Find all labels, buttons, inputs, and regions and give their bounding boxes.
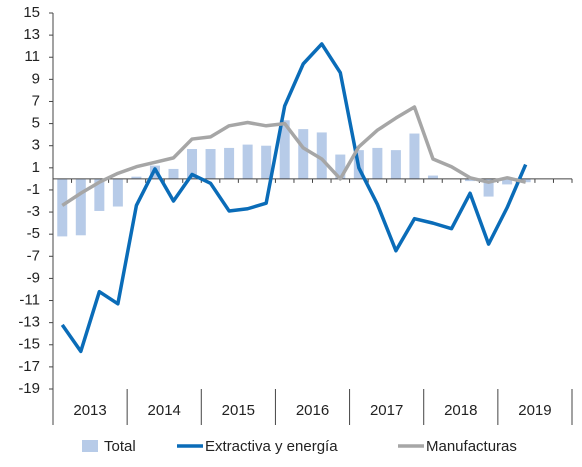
y-tick-label: -17 bbox=[18, 358, 40, 375]
y-tick-label: -15 bbox=[18, 336, 40, 353]
bar bbox=[316, 132, 327, 179]
line bbox=[60, 42, 528, 354]
y-tick-label: -1 bbox=[27, 181, 40, 198]
y-tick-label: 13 bbox=[23, 26, 40, 43]
bar bbox=[187, 149, 198, 179]
legend-swatch bbox=[82, 440, 98, 452]
bar bbox=[75, 178, 86, 236]
y-tick-label: 9 bbox=[32, 70, 40, 87]
bar bbox=[483, 178, 494, 197]
bar bbox=[94, 178, 105, 211]
bar bbox=[409, 133, 420, 179]
bar bbox=[57, 178, 68, 237]
bar bbox=[372, 147, 383, 179]
bar bbox=[242, 144, 253, 179]
bar bbox=[112, 178, 123, 207]
y-tick-label: -11 bbox=[19, 291, 40, 308]
y-tick-label: 5 bbox=[32, 115, 40, 132]
y-tick-label: -7 bbox=[27, 247, 40, 264]
bar bbox=[224, 147, 235, 179]
bar bbox=[465, 178, 476, 182]
x-group-label: 2016 bbox=[296, 402, 329, 419]
y-tick-label: 15 bbox=[23, 4, 40, 21]
y-tick-label: -13 bbox=[18, 314, 40, 331]
bar bbox=[279, 120, 290, 179]
y-tick-label: -5 bbox=[27, 225, 40, 242]
x-group-label: 2018 bbox=[444, 402, 477, 419]
y-tick-label: -3 bbox=[27, 203, 40, 220]
bar bbox=[298, 129, 309, 179]
x-group-label: 2015 bbox=[222, 402, 255, 419]
bar bbox=[131, 176, 142, 179]
legend-label: Total bbox=[104, 438, 136, 455]
bar bbox=[261, 145, 272, 179]
x-group-label: 2014 bbox=[148, 402, 181, 419]
y-tick-label: 3 bbox=[32, 137, 40, 154]
bar bbox=[427, 175, 438, 179]
bar bbox=[168, 168, 179, 179]
y-tick-label: -9 bbox=[27, 269, 40, 286]
y-tick-label: -19 bbox=[18, 380, 40, 397]
x-group-label: 2019 bbox=[518, 402, 551, 419]
bar bbox=[205, 149, 216, 179]
bar bbox=[390, 150, 401, 179]
line bbox=[61, 105, 527, 207]
legend-label: Extractiva y energía bbox=[205, 438, 338, 455]
legend-label: Manufacturas bbox=[426, 438, 517, 455]
x-group-label: 2013 bbox=[73, 402, 106, 419]
bar bbox=[335, 154, 346, 179]
x-group-label: 2017 bbox=[370, 402, 403, 419]
y-tick-label: 11 bbox=[24, 48, 40, 65]
y-tick-label: 1 bbox=[32, 159, 40, 176]
y-tick-label: 7 bbox=[32, 92, 40, 109]
bar bbox=[502, 178, 513, 185]
